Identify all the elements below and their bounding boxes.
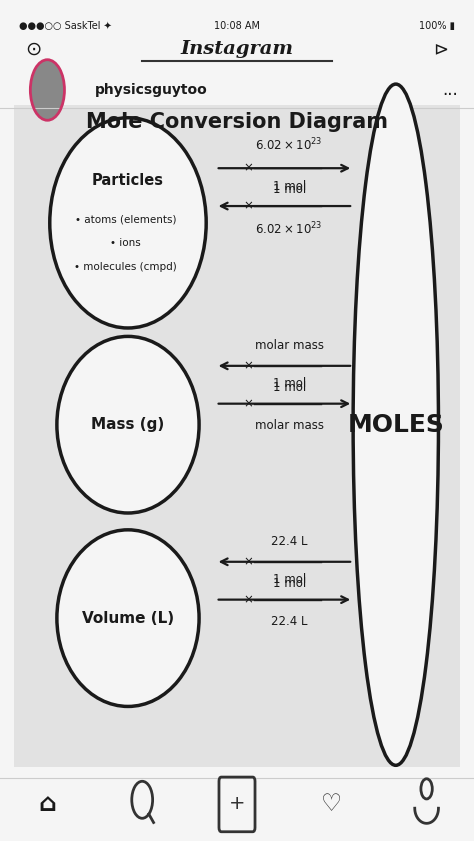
Text: $\times$: $\times$: [243, 359, 253, 373]
Text: molar mass: molar mass: [255, 340, 324, 352]
Text: • molecules (cmpd): • molecules (cmpd): [74, 262, 177, 272]
Text: MOLES: MOLES: [347, 413, 444, 436]
Text: 1 mol: 1 mol: [273, 574, 306, 586]
Text: 100% ▮: 100% ▮: [419, 21, 455, 31]
Text: 1 mol: 1 mol: [273, 378, 306, 390]
Text: 10:08 AM: 10:08 AM: [214, 21, 260, 31]
Text: • ions: • ions: [110, 238, 141, 248]
Text: ⊳: ⊳: [433, 40, 448, 58]
Text: ⌂: ⌂: [38, 792, 56, 816]
Text: $\times$: $\times$: [243, 397, 253, 410]
Text: +: +: [229, 795, 245, 813]
Text: molar mass: molar mass: [255, 419, 324, 431]
Text: $\times$: $\times$: [243, 199, 253, 213]
Text: • atoms (elements): • atoms (elements): [75, 214, 176, 225]
Text: 1 mol: 1 mol: [273, 577, 306, 590]
Text: $\times$: $\times$: [243, 555, 253, 569]
Text: ...: ...: [442, 81, 458, 99]
Circle shape: [31, 61, 64, 119]
Ellipse shape: [353, 84, 438, 765]
Text: Mole Conversion Diagram: Mole Conversion Diagram: [86, 112, 388, 132]
Text: 1 mol: 1 mol: [273, 381, 306, 394]
Ellipse shape: [50, 118, 206, 328]
Text: $\times$: $\times$: [243, 593, 253, 606]
Text: 22.4 L: 22.4 L: [271, 615, 308, 627]
Text: Mass (g): Mass (g): [91, 417, 164, 432]
Text: Instagram: Instagram: [181, 40, 293, 58]
Text: $\times$: $\times$: [243, 161, 253, 175]
FancyBboxPatch shape: [14, 105, 460, 767]
Ellipse shape: [57, 530, 199, 706]
Text: 1 mol: 1 mol: [273, 183, 306, 196]
Text: 1 mol: 1 mol: [273, 180, 306, 193]
Text: ⊙: ⊙: [25, 40, 41, 58]
Text: physicsguytoo: physicsguytoo: [95, 83, 208, 97]
Text: $6.02 \times 10^{23}$: $6.02 \times 10^{23}$: [255, 136, 323, 153]
Text: $6.02 \times 10^{23}$: $6.02 \times 10^{23}$: [255, 221, 323, 238]
Text: Particles: Particles: [92, 173, 164, 188]
Text: ♡: ♡: [321, 792, 342, 816]
Ellipse shape: [57, 336, 199, 513]
Text: Volume (L): Volume (L): [82, 611, 174, 626]
Text: ●●●○○ SaskTel ✦: ●●●○○ SaskTel ✦: [19, 21, 112, 31]
Text: 22.4 L: 22.4 L: [271, 536, 308, 548]
